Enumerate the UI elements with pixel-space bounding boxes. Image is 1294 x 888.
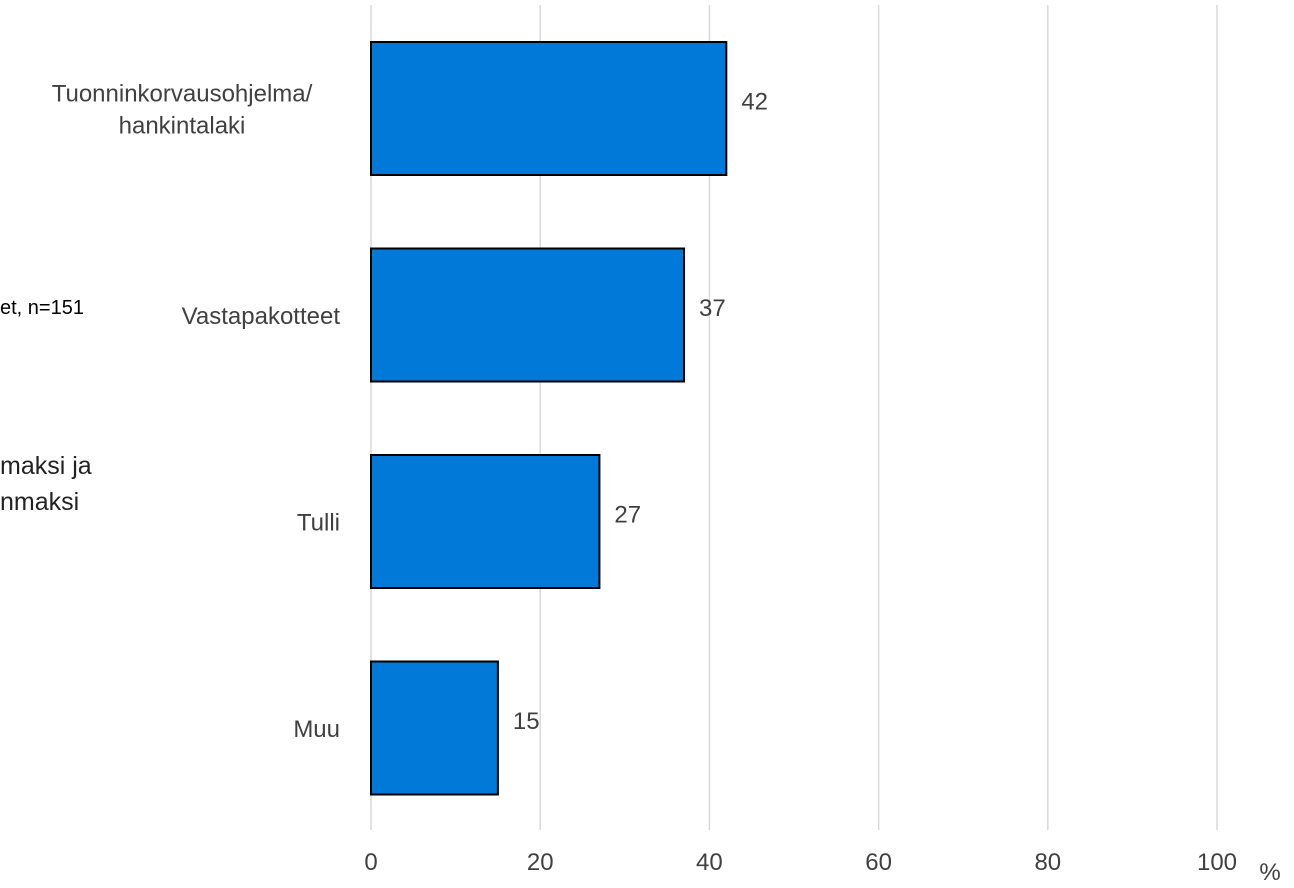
category-label: Vastapakotteet: [182, 303, 341, 330]
sample-size-note: et, n=151: [0, 297, 84, 319]
category-label: Tuonninkorvausohjelma/: [52, 81, 313, 108]
title-fragment-line1: maksi ja: [0, 452, 92, 480]
x-tick-label: 0: [364, 849, 377, 876]
data-label: 37: [699, 295, 726, 322]
title-fragment-line2: nmaksi: [0, 488, 80, 516]
x-tick-label: 80: [1034, 849, 1061, 876]
x-tick-label: 40: [696, 849, 723, 876]
bars: [370, 41, 728, 796]
category-label: Tulli: [297, 510, 340, 537]
labels: 0 20 40 60 80 100 % Tuonninkorvausohjelma/hanki…: [52, 81, 1281, 887]
data-label: 27: [614, 502, 641, 529]
bar: [370, 247, 686, 383]
x-tick-label: 100: [1197, 849, 1237, 876]
x-unit-label: %: [1259, 859, 1280, 886]
bar: [370, 41, 728, 176]
data-label: 15: [513, 708, 540, 735]
data-label: 42: [741, 89, 768, 116]
category-label: Muu: [293, 716, 340, 743]
category-label: hankintalaki: [119, 113, 246, 140]
bar: [370, 660, 499, 796]
x-tick-label: 60: [865, 849, 892, 876]
bar: [370, 454, 601, 589]
x-tick-label: 20: [527, 849, 554, 876]
